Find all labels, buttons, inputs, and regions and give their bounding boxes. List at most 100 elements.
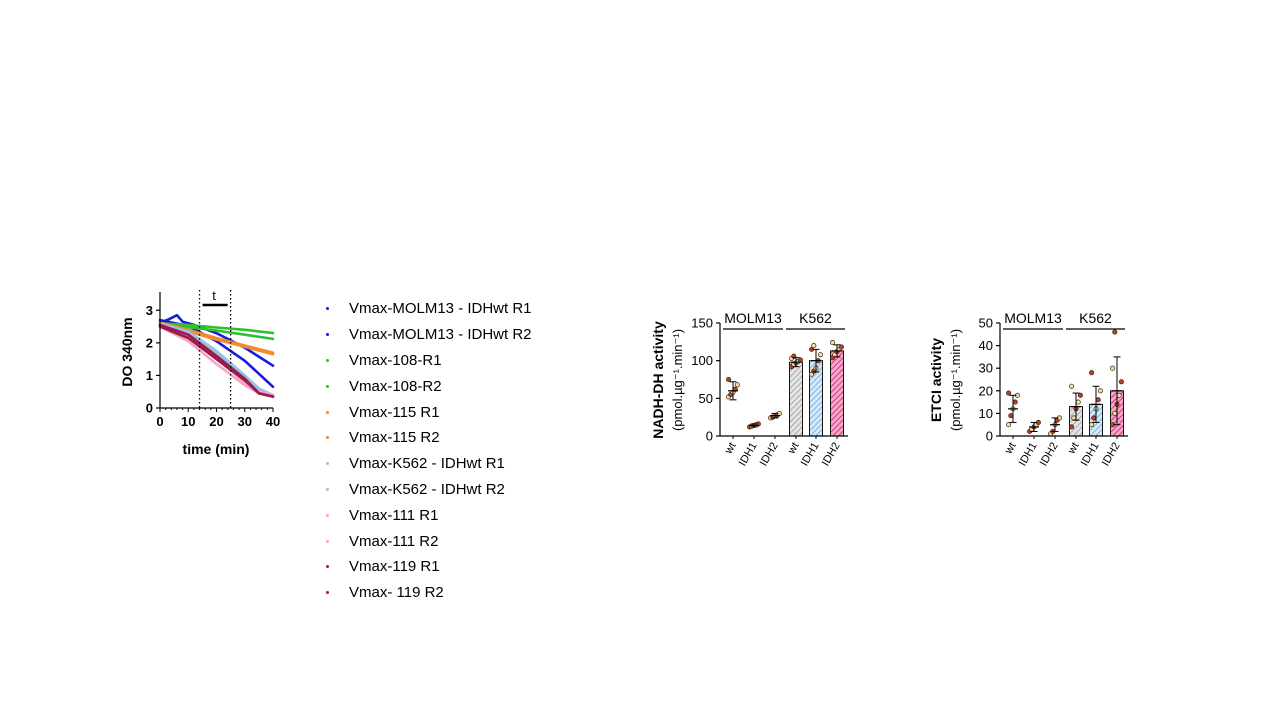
legend-label: Vmax-115 R1 (349, 403, 440, 421)
data-point (1075, 399, 1081, 405)
bar-chart-xtick: IDH1 (1079, 441, 1102, 469)
bar-chart-ytick: 100 (691, 353, 713, 368)
line-chart-ytick: 1 (146, 368, 153, 383)
legend-marker (326, 539, 329, 543)
group-label: K562 (799, 310, 832, 326)
legend-label: Vmax-119 R1 (349, 558, 440, 576)
data-point (1110, 365, 1116, 371)
data-point (1118, 379, 1124, 385)
legend-item: Vmax-111 R2 (320, 528, 580, 554)
data-point (830, 340, 836, 346)
line-chart-xtick: 0 (156, 414, 163, 429)
line-series-2 (158, 322, 275, 335)
bar-chart-xtick: wt (1065, 441, 1081, 457)
data-point (1116, 392, 1122, 398)
data-point (726, 376, 732, 383)
data-point (1095, 397, 1101, 403)
data-point (1006, 390, 1012, 396)
bar-chart-xtick: wt (722, 441, 738, 457)
bar-chart-xtick: wt (1002, 441, 1018, 457)
line-chart-xtick: 20 (209, 414, 223, 429)
nadh-dh-ylabel-unit: (pmol.µg⁻¹.min⁻¹) (670, 329, 685, 431)
bar-5 (830, 350, 844, 437)
legend-label: Vmax-K562 - IDHwt R1 (349, 455, 505, 473)
data-point (1112, 410, 1118, 416)
bar-chart-ytick: 50 (979, 316, 993, 331)
legend-marker (326, 358, 329, 362)
legend-marker (326, 384, 329, 388)
bar-chart-xtick: IDH2 (1100, 441, 1123, 469)
line-chart-ytick: 3 (146, 303, 153, 318)
legend-item: Vmax-108-R1 (320, 348, 580, 374)
bar-chart-ytick: 10 (979, 406, 993, 421)
legend-label: Vmax-MOLM13 - IDHwt R1 (349, 300, 532, 318)
bar-chart-xtick: IDH1 (1017, 441, 1040, 469)
legend-marker (326, 462, 329, 466)
data-point (1069, 383, 1075, 389)
nadh-dh-ylabel: NADH-DH activity (650, 321, 666, 439)
legend-label: Vmax-MOLM13 - IDHwt R2 (349, 326, 532, 344)
legend-item: Vmax-111 R1 (320, 502, 580, 528)
data-point (734, 382, 740, 388)
bar-chart-ytick: 40 (979, 338, 993, 353)
etci-ylabel: ETCI activity (928, 338, 944, 422)
bar-chart-xtick: IDH2 (1038, 441, 1061, 469)
legend-item: Vmax-119 R1 (320, 554, 580, 580)
bar-chart-ytick: 0 (706, 429, 713, 444)
legend-item: Vmax-115 R2 (320, 425, 580, 451)
legend-item: Vmax-MOLM13 - IDHwt R1 (320, 296, 580, 322)
group-label: K562 (1079, 310, 1112, 326)
bar-chart-ytick: 50 (699, 391, 713, 406)
legend-item: Vmax-MOLM13 - IDHwt R2 (320, 322, 580, 348)
legend-marker (326, 565, 329, 569)
data-point (1089, 422, 1095, 428)
legend-item: Vmax- 119 R2 (320, 580, 580, 606)
data-point (811, 343, 817, 349)
data-point (1008, 413, 1014, 419)
line-chart-xtick: 40 (266, 414, 280, 429)
legend-marker (326, 487, 329, 491)
data-point (817, 352, 823, 358)
bar-chart-ytick: 150 (691, 316, 713, 331)
bar-chart-ytick: 30 (979, 361, 993, 376)
bar-chart-xtick: IDH1 (737, 441, 760, 469)
line-chart-legend: Vmax-MOLM13 - IDHwt R1 Vmax-MOLM13 - IDHw… (320, 296, 580, 606)
group-label: MOLM13 (724, 310, 782, 326)
line-chart-ytick: 0 (146, 401, 153, 416)
bar-chart-ytick: 20 (979, 383, 993, 398)
legend-marker (326, 410, 329, 414)
data-point (1077, 392, 1083, 398)
legend-label: Vmax-111 R1 (349, 506, 439, 524)
data-point (1069, 424, 1075, 430)
legend-label: Vmax-108-R1 (349, 351, 442, 369)
line-chart-xtick: 10 (181, 414, 195, 429)
data-point (1089, 370, 1095, 376)
legend-item: Vmax-115 R1 (320, 399, 580, 425)
bar-chart-xtick: wt (785, 441, 801, 457)
legend-marker (326, 513, 329, 517)
data-point (1091, 415, 1097, 421)
legend-label: Vmax- 119 R2 (349, 584, 444, 602)
line-chart-ylabel: DO 340nm (119, 317, 135, 386)
time-window-label: t (212, 288, 216, 303)
legend-label: Vmax-111 R2 (349, 532, 439, 550)
legend-item: Vmax-108-R2 (320, 373, 580, 399)
data-point (1112, 329, 1118, 335)
legend-item: Vmax-K562 - IDHwt R2 (320, 477, 580, 503)
data-point (1097, 388, 1103, 394)
data-point (838, 344, 844, 350)
line-series-11 (158, 325, 275, 398)
legend-label: Vmax-115 R2 (349, 429, 440, 447)
data-point (1006, 422, 1012, 428)
bar-3 (789, 361, 803, 437)
etci-ylabel-unit: (pmol.µg⁻¹.min⁻¹) (948, 329, 963, 431)
legend-item: Vmax-K562 - IDHwt R1 (320, 451, 580, 477)
bar-chart-xtick: IDH2 (758, 441, 781, 469)
data-point (1012, 399, 1018, 405)
legend-marker (326, 307, 329, 311)
bar-chart-xtick: IDH1 (799, 441, 822, 469)
legend-label: Vmax-108-R2 (349, 377, 442, 395)
line-chart-xtick: 30 (238, 414, 252, 429)
